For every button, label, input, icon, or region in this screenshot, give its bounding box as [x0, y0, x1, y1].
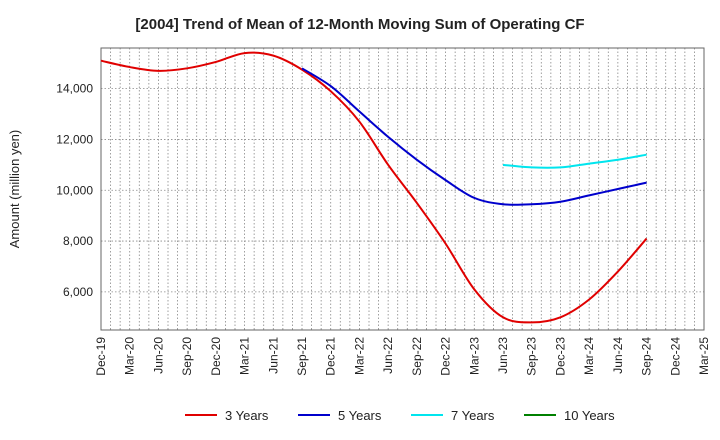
x-tick-label: Dec-23: [553, 337, 567, 376]
series-layer: [100, 51, 648, 324]
x-tick-label: Jun-24: [611, 337, 625, 374]
x-tick-label: Dec-19: [94, 337, 108, 376]
x-tick-label: Mar-22: [352, 337, 366, 375]
x-tick-label: Jun-23: [496, 337, 510, 374]
y-tick-label: 12,000: [56, 132, 93, 146]
x-tick-label: Mar-25: [697, 337, 711, 375]
series-line-5-years: [301, 67, 647, 206]
legend-label-10-years: 10 Years: [564, 408, 615, 423]
x-tick-label: Mar-23: [467, 337, 481, 375]
x-tick-label: Dec-22: [439, 337, 453, 376]
y-tick-label: 14,000: [56, 82, 93, 96]
legend-label-5-years: 5 Years: [338, 408, 382, 423]
x-tick-label: Sep-22: [410, 337, 424, 376]
x-axis-ticks: Dec-19 Mar-20 Jun-20 Sep-20 Dec-20 Mar-21 Jun-…: [94, 337, 711, 376]
y-tick-label: 8,000: [63, 234, 93, 248]
x-tick-label: Sep-24: [640, 337, 654, 376]
x-tick-label: Sep-21: [295, 337, 309, 376]
plot-area: [100, 47, 705, 331]
x-tick-label: Jun-21: [266, 337, 280, 374]
x-tick-label: Dec-24: [668, 337, 682, 376]
y-axis-label: Amount (million yen): [7, 130, 22, 249]
grid: [101, 48, 704, 330]
legend-label-3-years: 3 Years: [225, 408, 269, 423]
x-tick-label: Sep-23: [525, 337, 539, 376]
x-tick-label: Mar-21: [238, 337, 252, 375]
y-tick-label: 6,000: [63, 285, 93, 299]
x-tick-label: Mar-24: [582, 337, 596, 375]
legend: 3 Years 5 Years 7 Years 10 Years: [185, 408, 615, 423]
x-tick-label: Jun-22: [381, 337, 395, 374]
x-tick-label: Dec-21: [324, 337, 338, 376]
series-line-7-years: [502, 153, 647, 169]
x-tick-label: Mar-20: [123, 337, 137, 375]
x-tick-label: Jun-20: [151, 337, 165, 374]
chart-title: [2004] Trend of Mean of 12-Month Moving …: [135, 16, 584, 33]
y-axis-ticks: 6,000 8,000 10,000 12,000 14,000: [56, 82, 93, 299]
x-tick-label: Dec-20: [209, 337, 223, 376]
x-tick-label: Sep-20: [180, 337, 194, 376]
series-line-3-years: [100, 51, 648, 324]
y-tick-label: 10,000: [56, 183, 93, 197]
legend-label-7-years: 7 Years: [451, 408, 495, 423]
